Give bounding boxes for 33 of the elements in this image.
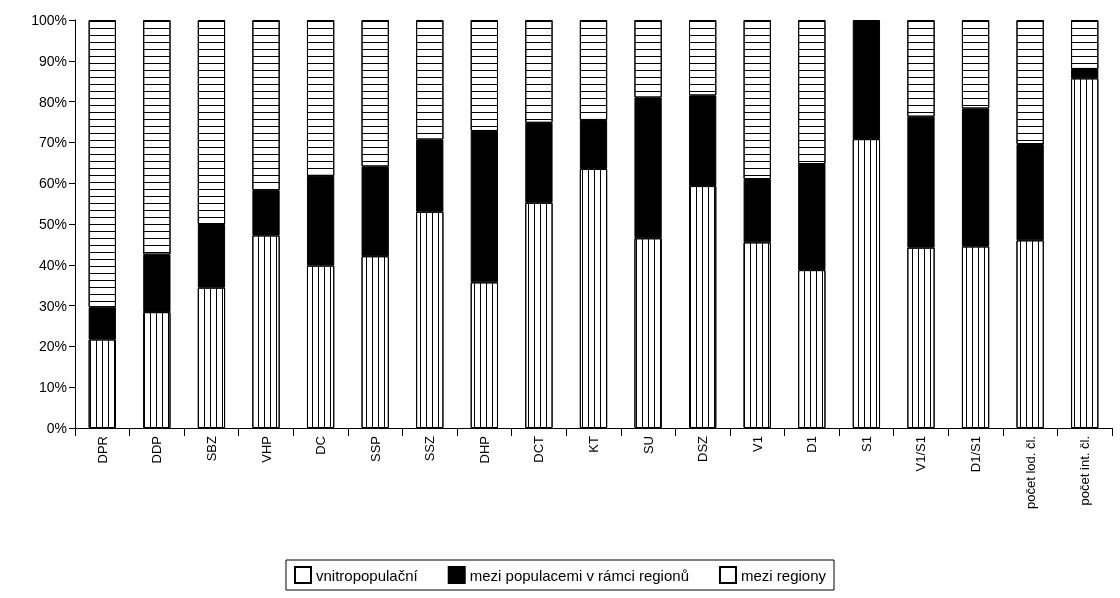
x-tick-label: SBZ (203, 435, 219, 462)
x-tick-label: SU (640, 436, 656, 455)
y-tick-label: 0% (46, 420, 67, 436)
y-tick-label: 20% (38, 338, 67, 355)
x-tick-label: DPR (94, 436, 110, 464)
x-tick-label: VHP (258, 436, 274, 463)
x-tick-label: V1/S1 (913, 436, 929, 472)
y-tick-label: 50% (38, 216, 67, 232)
x-tick-label: S1 (858, 436, 874, 452)
x-tick-label: počet int. čl. (1077, 436, 1093, 506)
x-tick-label: DHP (476, 436, 492, 464)
x-tick-label: SSZ (422, 435, 438, 462)
y-tick-label: 40% (38, 256, 67, 273)
x-tick-label: SSP (367, 436, 383, 463)
x-tick-label: počet lod. čl. (1022, 436, 1038, 509)
x-tick-label: V1 (749, 436, 765, 452)
y-tick-label: 10% (38, 379, 67, 396)
x-tick-label: DSZ (695, 435, 711, 462)
y-tick-label: 100% (31, 12, 67, 28)
y-tick-label: 70% (38, 134, 67, 151)
legend-label: mezi regiony (740, 566, 827, 584)
legend-label: vnitropopulační (315, 566, 419, 584)
x-tick-label: DCT (531, 435, 547, 463)
y-tick-label: 30% (38, 297, 67, 314)
x-tick-label: D1 (804, 436, 820, 453)
y-tick-label: 90% (38, 52, 67, 69)
y-tick-label: 80% (38, 93, 67, 110)
x-tick-label: D1/S1 (968, 436, 984, 473)
x-tick-label: KT (586, 435, 601, 453)
legend-label: mezi populacemi v rámci regionů (469, 566, 689, 584)
y-tick-label: 60% (38, 175, 67, 192)
x-tick-label: DDP (149, 436, 165, 464)
x-tick-label: DC (313, 436, 329, 455)
